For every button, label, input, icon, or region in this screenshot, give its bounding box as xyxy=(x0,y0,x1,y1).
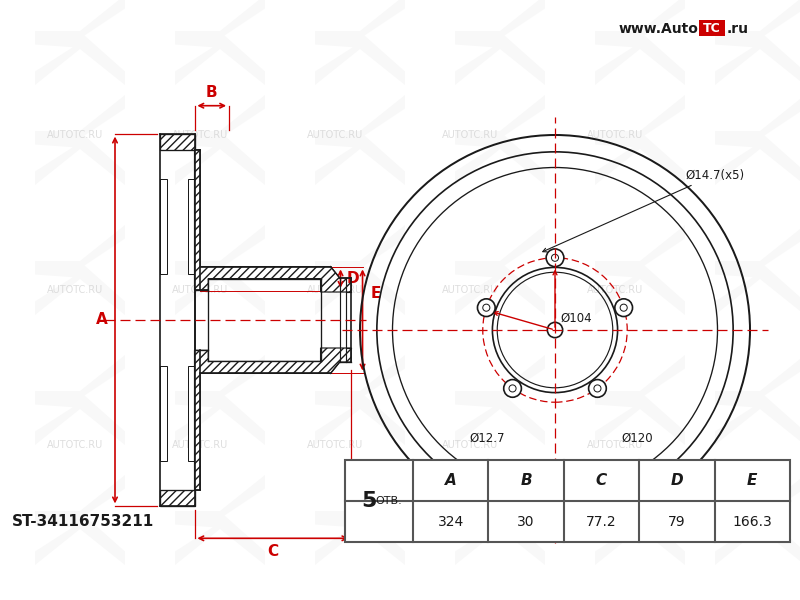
Circle shape xyxy=(589,380,606,397)
Bar xyxy=(345,460,790,542)
Text: E: E xyxy=(370,286,381,301)
FancyBboxPatch shape xyxy=(699,20,725,36)
Text: www.Auto: www.Auto xyxy=(618,22,698,36)
Text: AUTOTC.RU: AUTOTC.RU xyxy=(172,440,228,450)
Text: A: A xyxy=(96,313,108,328)
Polygon shape xyxy=(595,95,685,185)
Polygon shape xyxy=(175,0,265,85)
Circle shape xyxy=(482,304,490,311)
Polygon shape xyxy=(315,95,405,185)
Text: AUTOTC.RU: AUTOTC.RU xyxy=(307,130,363,140)
Text: B: B xyxy=(520,473,532,488)
Polygon shape xyxy=(175,355,265,445)
Text: D: D xyxy=(670,473,683,488)
Text: AUTOTC.RU: AUTOTC.RU xyxy=(442,440,498,450)
Polygon shape xyxy=(194,150,351,292)
Bar xyxy=(187,179,194,274)
Text: 79: 79 xyxy=(668,514,686,529)
Text: AUTOTC.RU: AUTOTC.RU xyxy=(47,130,103,140)
Polygon shape xyxy=(35,0,125,85)
Polygon shape xyxy=(35,355,125,445)
Text: Ø120: Ø120 xyxy=(621,431,653,445)
Text: AUTOTC.RU: AUTOTC.RU xyxy=(307,440,363,450)
Polygon shape xyxy=(35,225,125,315)
Polygon shape xyxy=(160,490,194,506)
Circle shape xyxy=(546,249,564,266)
Polygon shape xyxy=(175,475,265,565)
Polygon shape xyxy=(175,225,265,315)
Text: .ru: .ru xyxy=(727,22,749,36)
Polygon shape xyxy=(315,0,405,85)
Text: Ø14.7(x5): Ø14.7(x5) xyxy=(542,169,744,252)
Polygon shape xyxy=(595,475,685,565)
Circle shape xyxy=(594,385,601,392)
Polygon shape xyxy=(160,134,194,150)
Circle shape xyxy=(504,380,522,397)
Text: AUTOTC.RU: AUTOTC.RU xyxy=(587,285,643,295)
Text: Ø12.7: Ø12.7 xyxy=(469,431,505,445)
Circle shape xyxy=(615,299,633,317)
Bar xyxy=(160,365,167,461)
Text: AUTOTC.RU: AUTOTC.RU xyxy=(587,440,643,450)
Polygon shape xyxy=(455,355,545,445)
Polygon shape xyxy=(35,475,125,565)
Polygon shape xyxy=(35,95,125,185)
Text: TC: TC xyxy=(703,22,721,34)
Text: AUTOTC.RU: AUTOTC.RU xyxy=(307,285,363,295)
Polygon shape xyxy=(595,0,685,85)
Text: C: C xyxy=(267,544,278,559)
Text: B: B xyxy=(206,85,218,100)
Text: Ø104: Ø104 xyxy=(560,312,592,325)
Bar xyxy=(160,179,167,274)
Polygon shape xyxy=(315,225,405,315)
Polygon shape xyxy=(194,348,351,490)
Text: AUTOTC.RU: AUTOTC.RU xyxy=(442,130,498,140)
Polygon shape xyxy=(315,475,405,565)
Text: AUTOTC.RU: AUTOTC.RU xyxy=(47,285,103,295)
Text: AUTOTC.RU: AUTOTC.RU xyxy=(172,130,228,140)
Text: AUTOTC.RU: AUTOTC.RU xyxy=(47,440,103,450)
Text: 30: 30 xyxy=(518,514,535,529)
Text: 5: 5 xyxy=(362,491,377,511)
Text: C: C xyxy=(596,473,607,488)
Polygon shape xyxy=(315,355,405,445)
Polygon shape xyxy=(175,95,265,185)
Text: 166.3: 166.3 xyxy=(733,514,772,529)
Polygon shape xyxy=(715,355,800,445)
Text: AUTOTC.RU: AUTOTC.RU xyxy=(172,285,228,295)
Text: E: E xyxy=(747,473,758,488)
Text: A: A xyxy=(445,473,457,488)
Polygon shape xyxy=(455,475,545,565)
Bar xyxy=(187,365,194,461)
Text: ОТВ.: ОТВ. xyxy=(376,496,402,506)
Polygon shape xyxy=(715,225,800,315)
Polygon shape xyxy=(455,95,545,185)
Text: AUTOTC.RU: AUTOTC.RU xyxy=(442,285,498,295)
Polygon shape xyxy=(455,225,545,315)
Circle shape xyxy=(620,304,627,311)
Text: D: D xyxy=(346,271,359,286)
Polygon shape xyxy=(715,95,800,185)
Text: ST-34116753211: ST-34116753211 xyxy=(12,514,154,529)
Text: 77.2: 77.2 xyxy=(586,514,617,529)
Polygon shape xyxy=(455,0,545,85)
Circle shape xyxy=(478,299,495,317)
Polygon shape xyxy=(715,0,800,85)
Circle shape xyxy=(551,254,558,262)
Polygon shape xyxy=(595,355,685,445)
Polygon shape xyxy=(595,225,685,315)
Text: AUTOTC.RU: AUTOTC.RU xyxy=(587,130,643,140)
Text: 324: 324 xyxy=(438,514,464,529)
Polygon shape xyxy=(715,475,800,565)
Circle shape xyxy=(509,385,516,392)
